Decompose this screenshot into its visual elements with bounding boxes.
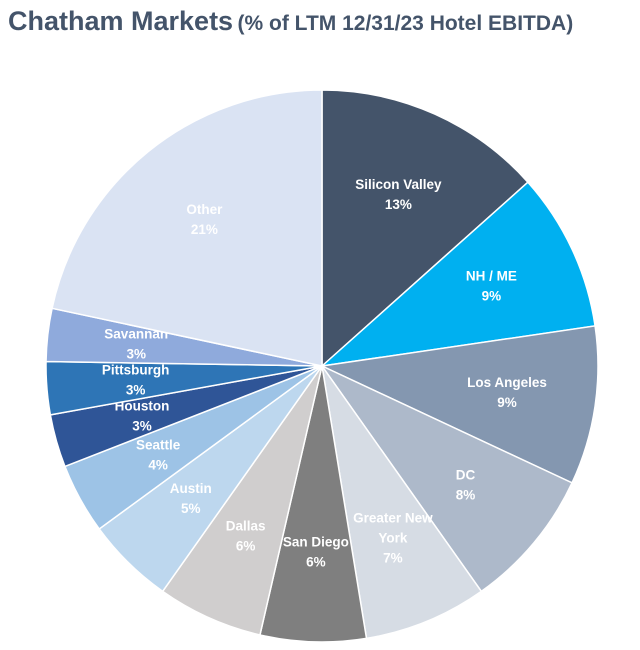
slice-value-label: 5% bbox=[181, 501, 201, 516]
slice-category-label: Seattle bbox=[136, 438, 181, 453]
slice-value-label: 6% bbox=[236, 538, 256, 553]
slice-label-pittsburgh: Pittsburgh 3% bbox=[102, 363, 170, 398]
slice-label-san-diego: San Diego 6% bbox=[283, 534, 349, 569]
slice-category-label: York bbox=[378, 531, 408, 546]
chart-title-subtitle: (% of LTM 12/31/23 Hotel EBITDA) bbox=[237, 12, 574, 35]
slice-value-label: 4% bbox=[148, 458, 168, 473]
pie-slice-dc bbox=[319, 364, 574, 593]
slice-category-label: Los Angeles bbox=[467, 375, 547, 390]
slice-label-dallas: Dallas 6% bbox=[226, 518, 266, 553]
chart-title-main: Chatham Markets bbox=[8, 6, 234, 36]
slice-label-nh-me: NH / ME 9% bbox=[466, 268, 517, 303]
slice-category-label: Greater New bbox=[353, 511, 433, 526]
slice-value-label: 13% bbox=[385, 197, 412, 212]
pie-slice-silicon-valley bbox=[321, 89, 529, 368]
slice-label-los-angeles: Los Angeles 9% bbox=[467, 375, 547, 410]
pie-slice-other bbox=[51, 89, 323, 367]
chart-title: Chatham Markets (% of LTM 12/31/23 Hotel… bbox=[8, 6, 638, 37]
slice-label-austin: Austin 5% bbox=[170, 481, 212, 516]
slice-category-label: Dallas bbox=[226, 518, 266, 533]
slice-value-label: 3% bbox=[126, 346, 146, 361]
slice-value-label: 9% bbox=[497, 395, 517, 410]
slice-label-other: Other 21% bbox=[186, 202, 223, 237]
slice-value-label: 7% bbox=[383, 551, 403, 566]
slice-value-label: 6% bbox=[306, 554, 326, 569]
slice-label-houston: Houston 3% bbox=[115, 398, 170, 433]
pie-slice-greater-new-york bbox=[321, 365, 483, 640]
slice-category-label: San Diego bbox=[283, 534, 349, 549]
slice-category-label: Silicon Valley bbox=[355, 177, 442, 192]
slice-label-seattle: Seattle 4% bbox=[136, 438, 181, 473]
slice-value-label: 9% bbox=[482, 288, 502, 303]
slice-category-label: Houston bbox=[115, 398, 170, 413]
slice-value-label: 3% bbox=[126, 383, 146, 398]
slice-category-label: NH / ME bbox=[466, 268, 517, 283]
pie-slice-los-angeles bbox=[319, 325, 599, 484]
slice-label-silicon-valley: Silicon Valley 13% bbox=[355, 177, 442, 212]
slice-value-label: 21% bbox=[191, 222, 218, 237]
slice-label-dc: DC 8% bbox=[456, 467, 476, 502]
slice-category-label: Other bbox=[186, 202, 223, 217]
slice-label-greater-new-york: Greater New York 7% bbox=[353, 511, 433, 566]
slice-value-label: 3% bbox=[132, 418, 152, 433]
slice-category-label: Pittsburgh bbox=[102, 363, 170, 378]
slice-category-label: DC bbox=[456, 467, 476, 482]
slice-category-label: Austin bbox=[170, 481, 212, 496]
pie-slice-nh-me bbox=[319, 181, 596, 368]
slice-value-label: 8% bbox=[456, 487, 476, 502]
